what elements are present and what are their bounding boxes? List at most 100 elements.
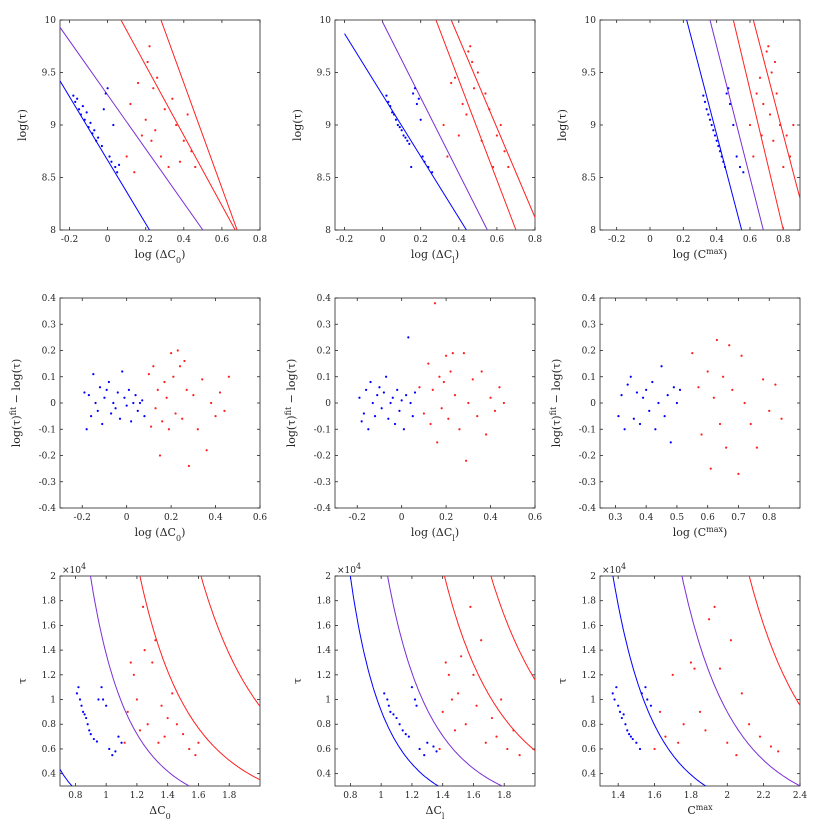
point-blue <box>396 123 399 127</box>
point-red <box>689 661 693 664</box>
y-tick-label: 1.6 <box>582 621 597 631</box>
point-red <box>476 415 479 418</box>
y-tick-label: 8 <box>50 226 56 236</box>
point-red <box>163 108 166 111</box>
x-tick-label: 2 <box>724 791 730 801</box>
point-blue <box>718 150 722 153</box>
point-red <box>167 165 170 169</box>
point-red <box>707 618 711 621</box>
axes-box <box>599 297 801 509</box>
point-blue <box>134 394 137 397</box>
point-red <box>460 655 463 658</box>
point-blue <box>114 165 117 169</box>
point-red <box>172 375 175 378</box>
point-blue <box>617 415 620 418</box>
point-blue <box>111 754 114 757</box>
point-blue <box>703 100 707 103</box>
point-blue <box>386 698 389 701</box>
point-blue <box>83 118 86 121</box>
point-blue <box>627 733 631 736</box>
point-red <box>427 362 430 365</box>
y-tick-label: 0.1 <box>582 373 596 383</box>
point-blue <box>411 92 415 95</box>
point-red <box>186 113 189 116</box>
point-blue <box>92 737 95 741</box>
x-tick-label: 1.6 <box>191 791 206 801</box>
y-tick-label: -0.2 <box>39 452 56 462</box>
point-blue <box>121 370 124 373</box>
plot-area <box>611 576 800 786</box>
point-red <box>774 383 777 386</box>
y-multiplier: ×104 <box>602 562 626 577</box>
point-red <box>133 171 136 174</box>
point-red <box>176 349 179 352</box>
point-red <box>154 129 157 132</box>
point-red <box>190 150 193 153</box>
point-blue <box>410 686 414 689</box>
fit-curve-red <box>139 576 260 781</box>
point-red <box>467 401 470 405</box>
point-blue <box>75 692 79 695</box>
point-blue <box>622 713 625 716</box>
y-tick-label: 0.8 <box>582 720 597 730</box>
point-red <box>181 733 185 736</box>
point-blue <box>629 375 632 378</box>
x-tick-label: 0.4 <box>710 235 725 245</box>
point-blue <box>394 118 398 121</box>
point-red <box>718 422 722 426</box>
axes-box <box>599 575 801 787</box>
point-blue <box>392 713 395 716</box>
point-red <box>126 710 129 713</box>
fit-line-red <box>450 20 535 218</box>
point-blue <box>100 144 104 148</box>
point-blue <box>380 407 383 410</box>
point-red <box>747 723 751 726</box>
point-red <box>788 155 792 158</box>
y-tick-label: 0 <box>325 399 331 409</box>
point-red <box>144 118 147 121</box>
x-tick-label: 1 <box>378 791 384 801</box>
point-blue <box>641 396 645 399</box>
x-tick-label: 0.7 <box>731 513 746 523</box>
point-red <box>500 698 503 701</box>
point-blue <box>365 388 368 391</box>
y-axis-label: log(τ)fit − log(τ) <box>9 359 24 447</box>
point-red <box>450 81 453 85</box>
y-tick-label: 0.3 <box>317 320 332 330</box>
plot-area <box>60 576 260 786</box>
point-red <box>740 354 743 357</box>
y-axis-label: log(τ)fit − log(τ) <box>549 359 564 447</box>
point-blue <box>613 698 616 701</box>
point-red <box>188 747 191 751</box>
point-red <box>160 704 163 707</box>
point-red <box>429 422 432 426</box>
point-blue <box>620 394 623 397</box>
point-red <box>506 747 509 751</box>
y-tick-label: 0.8 <box>42 720 57 730</box>
point-red <box>471 60 474 64</box>
point-blue <box>431 171 434 174</box>
x-tick-label: 0.2 <box>676 235 690 245</box>
point-blue <box>100 686 103 689</box>
panel-r2c2: -0.2 0 0.2 0.4 0.6 -0.4 -0.3 -0.2 -0.1 0 0.1 0.2 0.3… <box>284 294 543 543</box>
x-tick-label: 0 <box>124 513 130 523</box>
y-axis-label: log(τ)fit − log(τ) <box>284 359 299 447</box>
point-red <box>767 45 770 48</box>
point-blue <box>120 741 123 744</box>
x-tick-label: -0.2 <box>61 235 78 245</box>
point-blue <box>623 428 626 431</box>
y-tick-label: -0.4 <box>39 504 57 514</box>
point-blue <box>618 710 622 713</box>
x-axis-label: log (ΔC0) <box>135 248 186 265</box>
fit-line-purple <box>60 27 204 230</box>
point-red <box>715 338 719 342</box>
y-tick-label: -0.1 <box>314 425 331 435</box>
point-red <box>765 50 768 53</box>
point-blue <box>369 380 372 384</box>
y-tick-label: 0.6 <box>582 745 597 755</box>
y-tick-label: -0.2 <box>579 452 596 462</box>
fit-curve-red <box>443 576 535 751</box>
point-red <box>465 459 468 462</box>
point-blue <box>83 391 86 394</box>
plot-area <box>358 302 505 462</box>
